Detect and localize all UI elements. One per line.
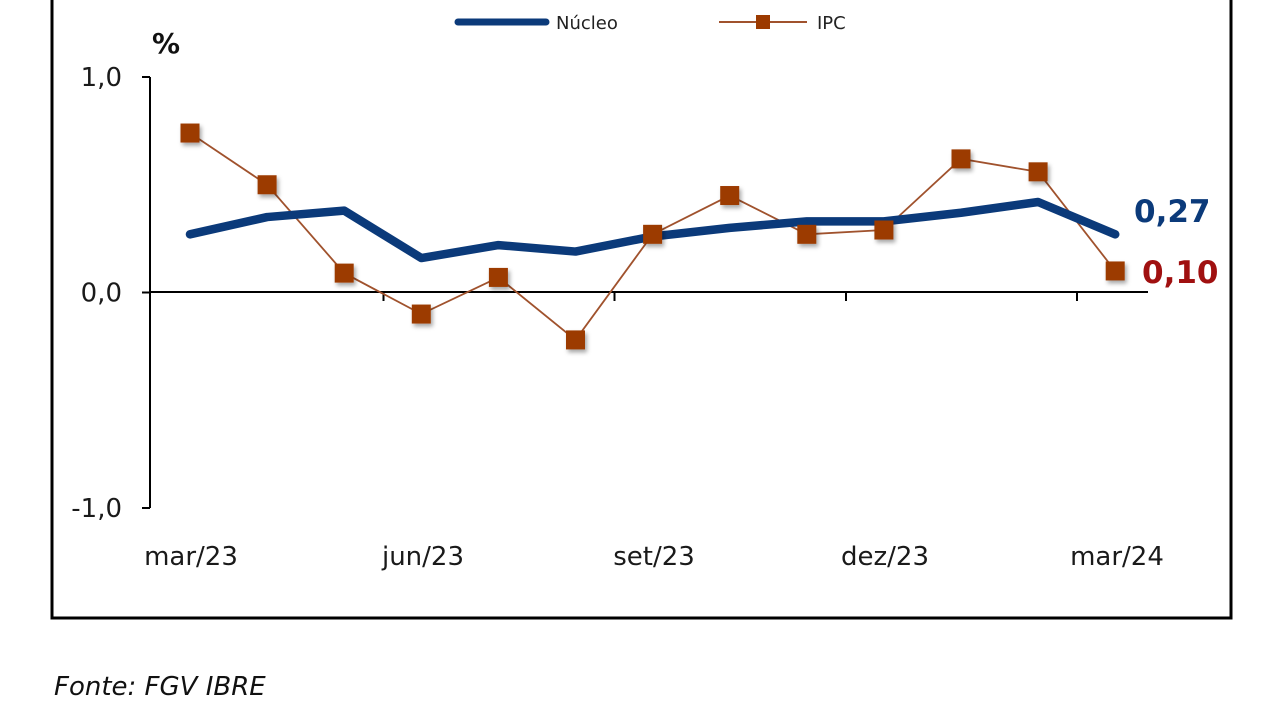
nucleo-point (728, 226, 731, 229)
nucleo-point (497, 244, 500, 247)
legend-label-nucleo: Núcleo (556, 13, 618, 34)
nucleo-point (574, 250, 577, 253)
nucleo-point (1037, 200, 1040, 203)
ipc-point (643, 224, 663, 244)
ipc-point (797, 224, 817, 244)
ipc-point (334, 263, 354, 283)
nucleo-point (420, 257, 423, 260)
nucleo-point (960, 211, 962, 214)
ipc-point (874, 220, 894, 240)
nucleo-point (343, 209, 346, 212)
x-tick-label: mar/24 (1070, 542, 1164, 572)
x-tick-label: jun/23 (381, 542, 464, 572)
ipc-point (720, 186, 740, 206)
nucleo-point (189, 233, 191, 236)
y-tick-label: -1,0 (71, 494, 122, 524)
ipc-point (257, 175, 277, 195)
ipc-markers (180, 123, 1125, 350)
x-tick-label: dez/23 (841, 542, 929, 572)
ipc-end-label: 0,10 (1142, 255, 1219, 291)
ipc-point (1028, 162, 1048, 182)
source-note: Fonte: FGV IBRE (54, 672, 266, 702)
y-tick-label: 0,0 (81, 279, 122, 309)
end-value-labels: 0,27 0,10 (1134, 194, 1219, 291)
ipc-point (566, 330, 585, 350)
x-tick-label: set/23 (613, 542, 695, 572)
nucleo-point (266, 216, 269, 219)
nucleo-point (1114, 233, 1117, 236)
y-axis-unit-label: % (152, 27, 180, 60)
legend-label-ipc: IPC (817, 13, 846, 34)
x-tick-label: mar/23 (144, 542, 238, 572)
y-tick-label: 1,0 (81, 63, 122, 93)
ipc-point (180, 123, 200, 143)
x-axis-ticks: mar/23 jun/23 set/23 dez/23 mar/24 (144, 292, 1164, 572)
legend: Núcleo IPC (454, 13, 846, 34)
ipc-point (951, 149, 971, 169)
y-axis-ticks: 1,0 0,0 -1,0 (71, 63, 150, 524)
nucleo-end-label: 0,27 (1134, 194, 1211, 230)
nucleo-point (805, 220, 808, 223)
ipc-point (411, 304, 431, 324)
legend-swatch-ipc-marker (756, 15, 770, 29)
chart-border (50, 0, 1233, 620)
ipc-point (488, 267, 508, 287)
ipc-point (1105, 261, 1125, 281)
